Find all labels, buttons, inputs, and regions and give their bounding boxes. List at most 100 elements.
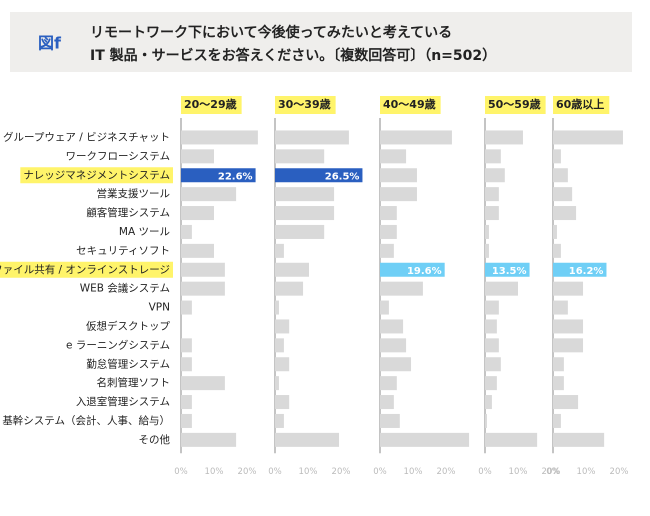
bar bbox=[380, 319, 404, 334]
bar bbox=[553, 262, 607, 277]
panel-header-bg bbox=[275, 96, 336, 114]
bar bbox=[181, 300, 192, 315]
bar bbox=[485, 187, 499, 202]
bar bbox=[485, 130, 523, 145]
category-label: 営業支援ツール bbox=[97, 187, 171, 200]
value-label: 22.6% bbox=[218, 171, 253, 182]
series-name: 60歳以上 bbox=[556, 97, 604, 111]
bar bbox=[181, 432, 237, 447]
bar bbox=[275, 338, 284, 353]
bar bbox=[380, 262, 445, 277]
value-label: 19.6% bbox=[407, 266, 442, 277]
panel-header-bg bbox=[380, 96, 441, 114]
bar bbox=[553, 395, 579, 410]
panel-header-bg bbox=[553, 96, 610, 114]
category-label: 仮想デスクトップ bbox=[86, 319, 170, 332]
x-tick-label: 10% bbox=[205, 467, 224, 477]
bar bbox=[485, 281, 518, 296]
bar bbox=[380, 338, 407, 353]
bar bbox=[380, 243, 394, 258]
bar bbox=[275, 357, 290, 372]
bar bbox=[485, 376, 497, 391]
bar bbox=[275, 130, 349, 145]
header-bg bbox=[10, 12, 632, 72]
bar bbox=[485, 206, 499, 221]
bar bbox=[181, 281, 225, 296]
x-tick-label: 10% bbox=[299, 467, 318, 477]
category-label: グループウェア / ビジネスチャット bbox=[3, 130, 170, 143]
category-label: WEB 会議システム bbox=[80, 282, 170, 295]
bar bbox=[181, 413, 192, 428]
bar bbox=[181, 149, 214, 164]
bar bbox=[485, 338, 499, 353]
bar bbox=[275, 243, 284, 258]
x-tick-label: 10% bbox=[509, 467, 528, 477]
bar bbox=[380, 187, 417, 202]
bar bbox=[275, 224, 325, 239]
bar bbox=[380, 206, 397, 221]
bar bbox=[181, 187, 237, 202]
bar bbox=[181, 243, 214, 258]
bar bbox=[485, 300, 499, 315]
category-label: 顧客管理システム bbox=[86, 206, 170, 219]
x-tick-label: 0% bbox=[478, 467, 492, 477]
bar bbox=[181, 357, 192, 372]
value-label: 16.2% bbox=[569, 266, 604, 277]
bar bbox=[380, 168, 417, 183]
value-label: 26.5% bbox=[325, 171, 360, 182]
bar bbox=[275, 300, 279, 315]
category-label: その他 bbox=[139, 433, 171, 446]
bar bbox=[181, 224, 192, 239]
series-name: 30〜39歳 bbox=[278, 97, 331, 111]
panel-header-bg bbox=[181, 96, 242, 114]
category-label: VPN bbox=[149, 302, 170, 314]
bar bbox=[553, 376, 564, 391]
bar bbox=[485, 243, 489, 258]
x-tick-label: 0% bbox=[546, 467, 560, 477]
bar bbox=[275, 187, 335, 202]
bar bbox=[181, 130, 258, 145]
bar bbox=[553, 224, 557, 239]
category-highlight bbox=[20, 167, 173, 184]
bar bbox=[181, 338, 192, 353]
x-tick-label: 10% bbox=[404, 467, 423, 477]
x-tick-label: 20% bbox=[332, 467, 351, 477]
bar bbox=[275, 319, 290, 334]
bar bbox=[553, 168, 568, 183]
value-label: 13.5% bbox=[492, 266, 527, 277]
x-tick-label: 10% bbox=[577, 467, 596, 477]
bar bbox=[485, 168, 505, 183]
bar bbox=[485, 395, 492, 410]
bar bbox=[380, 357, 412, 372]
bar bbox=[380, 395, 394, 410]
category-label: e ラーニングシステム bbox=[66, 338, 170, 351]
bar bbox=[275, 281, 304, 296]
bar bbox=[380, 376, 397, 391]
bar bbox=[275, 149, 325, 164]
title-line: リモートワーク下において今後使ってみたいと考えている bbox=[90, 24, 452, 41]
bar bbox=[275, 432, 340, 447]
bar bbox=[380, 413, 400, 428]
x-tick-label: 0% bbox=[373, 467, 387, 477]
bar bbox=[181, 262, 225, 277]
bar bbox=[275, 395, 290, 410]
x-tick-label: 20% bbox=[610, 467, 629, 477]
bar bbox=[485, 319, 497, 334]
category-highlight bbox=[0, 261, 173, 278]
title-line: IT 製品・サービスをお答えください。〔複数回答可〕（n=502） bbox=[90, 47, 496, 64]
bar bbox=[553, 357, 564, 372]
category-label: ワークフローシステム bbox=[66, 150, 170, 162]
bar bbox=[553, 319, 584, 334]
bar bbox=[380, 130, 452, 145]
bar bbox=[553, 130, 623, 145]
bar bbox=[380, 281, 423, 296]
series-name: 20〜29歳 bbox=[184, 97, 237, 111]
bar bbox=[380, 432, 470, 447]
bar bbox=[275, 206, 335, 221]
bar bbox=[485, 432, 538, 447]
bar bbox=[553, 338, 584, 353]
category-label: 基幹システム（会計、人事、給与） bbox=[2, 414, 170, 427]
bar bbox=[553, 413, 561, 428]
series-name: 40〜49歳 bbox=[383, 97, 436, 111]
bar bbox=[485, 413, 487, 428]
